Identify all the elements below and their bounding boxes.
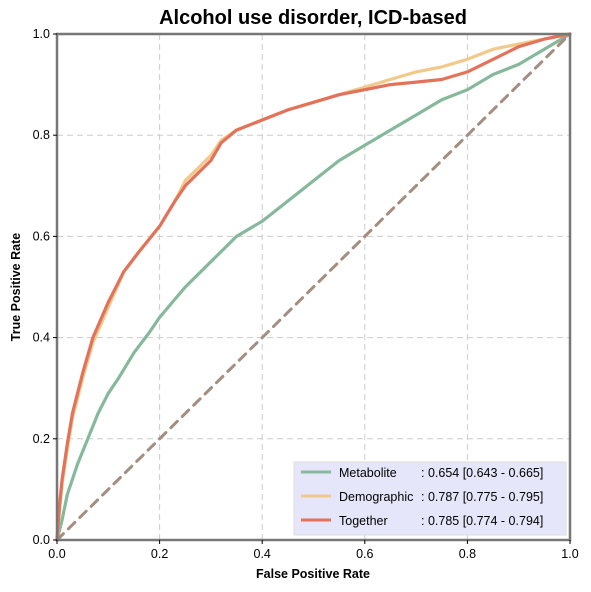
plot-frame [55, 32, 572, 542]
chance-diagonal-line [55, 32, 572, 542]
axis-ticks: 0.0 0.2 0.4 0.6 0.8 1.0 0.0 0.2 0.4 0.6 0.8 1.0 [33, 27, 579, 561]
legend-score-metabolite: : 0.654 [0.643 - 0.665] [421, 466, 543, 480]
y-axis-label: True Positive Rate [9, 233, 23, 341]
legend-box [293, 461, 567, 536]
series-lines [55, 32, 572, 542]
y-tick-label: 0.2 [33, 432, 50, 446]
x-tick-label: 0.6 [356, 547, 373, 561]
y-tick-label: 0.0 [33, 533, 50, 547]
series-line-together [55, 32, 572, 542]
y-tick-label: 0.4 [33, 331, 50, 345]
legend-label-metabolite: Metabolite [339, 466, 397, 480]
legend-score-demographic: : 0.787 [0.775 - 0.795] [421, 490, 543, 504]
legend: Metabolite : 0.654 [0.643 - 0.665] Demog… [293, 461, 567, 536]
legend-label-demographic: Demographic [339, 490, 413, 504]
y-tick-label: 0.8 [33, 128, 50, 142]
x-tick-label: 0.0 [48, 547, 65, 561]
x-tick-label: 1.0 [561, 547, 578, 561]
x-tick-label: 0.8 [459, 547, 476, 561]
y-tick-label: 1.0 [33, 27, 50, 41]
x-tick-label: 0.4 [254, 547, 271, 561]
x-tick-label: 0.2 [151, 547, 168, 561]
chart-title: Alcohol use disorder, ICD-based [159, 7, 467, 29]
x-axis-label: False Positive Rate [256, 567, 370, 581]
y-tick-label: 0.6 [33, 229, 50, 243]
legend-score-together: : 0.785 [0.774 - 0.794] [421, 514, 543, 528]
legend-label-together: Together [339, 514, 388, 528]
series-line-metabolite [55, 32, 572, 542]
